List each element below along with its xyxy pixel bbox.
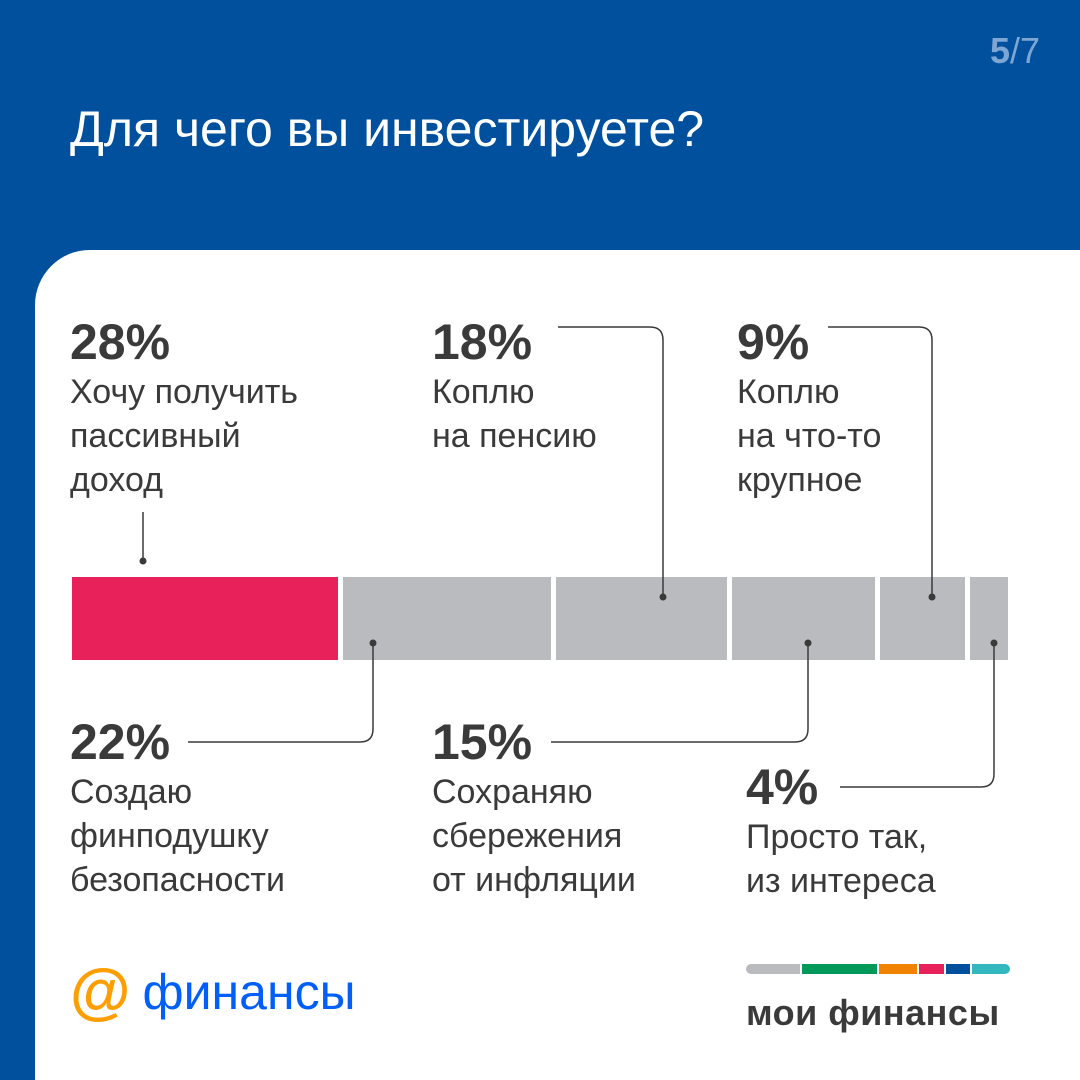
label-inflation: 15% Сохраняю сбережения от инфляции — [432, 716, 636, 902]
data-label-pct: 18% — [432, 314, 533, 370]
data-label-desc: Коплю на пенсию — [432, 373, 597, 455]
bar-segment-22 — [342, 577, 552, 660]
label-pension: 18% Коплю на пенсию — [432, 316, 597, 458]
page-current: 5 — [990, 30, 1011, 71]
brand-stripe — [802, 964, 878, 974]
brand-stripe — [971, 964, 1010, 974]
label-big-purchase: 9% Коплю на что-то крупное — [737, 316, 881, 502]
at-logo-icon: @ — [70, 957, 131, 1026]
brand-stripe — [919, 964, 944, 974]
page-total: /7 — [1010, 30, 1041, 71]
bar-segment-28 — [72, 577, 338, 660]
bar-segment-15 — [732, 577, 875, 660]
data-label-pct: 22% — [70, 714, 171, 770]
data-label-desc: Коплю на что-то крупное — [737, 373, 882, 499]
data-label-pct: 28% — [70, 314, 171, 370]
label-for-fun: 4% Просто так, из интереса — [746, 761, 936, 903]
brand-stripe — [879, 964, 918, 974]
data-label-desc: Сохраняю сбережения от инфляции — [432, 773, 636, 899]
bar-segment-18 — [556, 577, 728, 660]
page-indicator: 5/7 — [990, 30, 1040, 72]
brand-mark: мои финансы — [746, 964, 1010, 1034]
brand-stripe — [945, 964, 970, 974]
logo-text: финансы — [142, 964, 356, 1020]
brand-stripe — [746, 964, 801, 974]
label-passive-income: 28% Хочу получить пассивный доход — [70, 316, 298, 502]
brand-stripes — [746, 964, 1010, 974]
finance-logo[interactable]: @ финансы — [70, 957, 356, 1026]
data-label-pct: 9% — [737, 314, 810, 370]
bar-segment-9 — [879, 577, 966, 660]
data-label-pct: 15% — [432, 714, 533, 770]
data-label-desc: Просто так, из интереса — [746, 818, 936, 900]
stacked-bar — [72, 577, 1008, 660]
brand-name: мои финансы — [746, 992, 1000, 1033]
data-label-desc: Создаю финподушку безопасности — [70, 773, 285, 899]
label-safety-cushion: 22% Создаю финподушку безопасности — [70, 716, 285, 902]
page-title: Для чего вы инвестируете? — [70, 101, 705, 157]
data-label-pct: 4% — [746, 759, 819, 815]
data-label-desc: Хочу получить пассивный доход — [70, 373, 299, 499]
bar-segment-4 — [970, 577, 1008, 660]
